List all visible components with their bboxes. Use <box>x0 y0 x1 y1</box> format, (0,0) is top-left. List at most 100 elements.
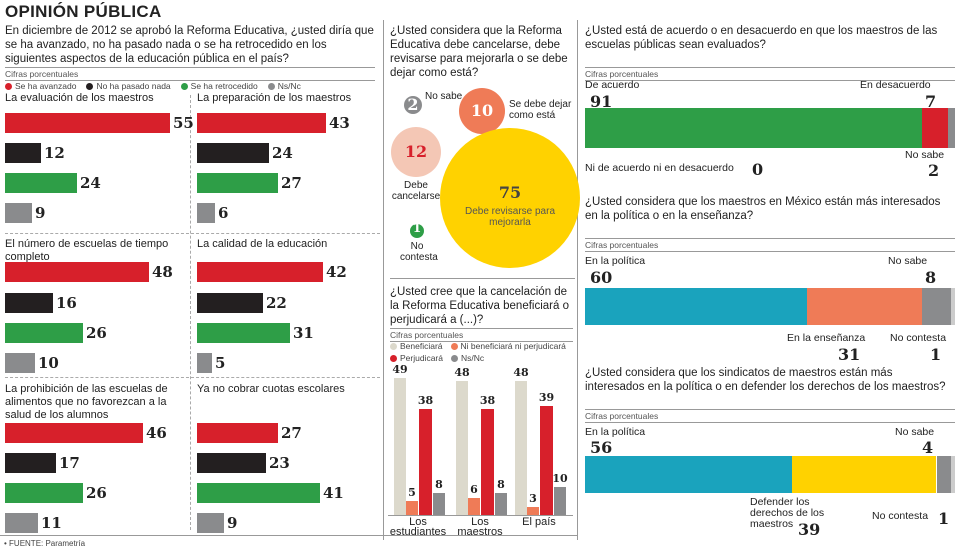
source-footer: • FUENTE: Parametría <box>4 539 86 548</box>
q5-unit: Cifras porcentuales <box>585 238 955 252</box>
data-label: 38 <box>417 393 434 407</box>
segment-label: No sabe <box>905 149 945 161</box>
stacked-segment <box>921 288 952 325</box>
legend-swatch <box>86 83 94 90</box>
stacked-segment <box>792 456 937 493</box>
bar <box>5 453 56 473</box>
data-label: 48 <box>513 365 529 379</box>
q5-title: ¿Usted considera que los maestros en Méx… <box>585 196 941 222</box>
data-label: 27 <box>281 174 302 192</box>
stacked-segment <box>951 456 955 493</box>
data-label: 10 <box>38 354 59 372</box>
bar <box>5 353 35 373</box>
bubble-label: Debe cancelarse <box>391 180 441 202</box>
legend-swatch <box>390 355 397 362</box>
data-label: 22 <box>266 294 287 312</box>
stacked-segment <box>951 288 955 325</box>
data-label: 41 <box>323 484 344 502</box>
data-label: 9 <box>35 204 46 222</box>
bar <box>5 262 149 282</box>
bar <box>5 203 32 223</box>
legend-label: Beneficiará <box>400 341 443 351</box>
bar <box>5 483 83 503</box>
data-label: 49 <box>392 362 408 376</box>
bar <box>197 203 215 223</box>
data-label: 6 <box>218 204 229 222</box>
divider <box>5 233 380 234</box>
segment-value: 1 <box>938 509 950 528</box>
stacked-segment <box>936 456 952 493</box>
data-label: 48 <box>454 365 470 379</box>
segment-label: De acuerdo <box>585 79 640 91</box>
column <box>468 498 480 515</box>
segment-label: No sabe <box>888 255 928 267</box>
legend-label: No ha pasado nada <box>96 81 171 91</box>
data-label: 27 <box>281 424 302 442</box>
bar <box>197 423 278 443</box>
q3-title: ¿Usted cree que la cancelación de la Ref… <box>390 286 569 326</box>
segment-label: Ni de acuerdo ni en desacuerdo <box>585 162 734 174</box>
column <box>456 380 468 515</box>
panel-title: La evaluación de los maestros <box>5 92 154 104</box>
column <box>394 377 406 515</box>
bubble <box>440 128 580 268</box>
category-label: Los estudiantes <box>389 516 447 538</box>
segment-value: 39 <box>798 520 821 539</box>
q2-title: ¿Usted considera que la Reforma Educativ… <box>390 25 568 79</box>
legend-item: No ha pasado nada <box>86 81 171 91</box>
data-label: 16 <box>56 294 77 312</box>
legend-label: Ns/Nc <box>461 353 485 363</box>
bar <box>5 113 170 133</box>
segment-label: No contesta <box>890 332 947 344</box>
bubble-label: No sabe <box>425 91 463 102</box>
data-label: 8 <box>435 477 443 491</box>
legend-item: Beneficiará <box>390 341 443 351</box>
data-label: 39 <box>538 390 555 404</box>
bubble-value: 1 <box>412 221 422 235</box>
column <box>515 380 527 515</box>
bar <box>5 423 143 443</box>
segment-label: En la política <box>585 426 646 438</box>
legend-label: Ns/Nc <box>277 81 301 91</box>
legend-item: Perjudicará <box>390 353 443 363</box>
stacked-segment <box>585 108 922 148</box>
divider <box>577 20 578 540</box>
data-label: 5 <box>215 354 226 372</box>
bubble <box>391 127 441 177</box>
panel-title: El número de escuelas de tiempo completo <box>5 238 169 263</box>
segment-label: En la enseñanza <box>787 332 866 344</box>
stacked-segment <box>921 108 948 148</box>
column <box>540 405 553 515</box>
legend-swatch <box>451 355 458 362</box>
segment-label: No sabe <box>895 426 935 438</box>
column <box>495 492 507 515</box>
category-label: El país <box>522 516 556 528</box>
legend-swatch <box>180 83 188 90</box>
stacked-segment <box>807 288 922 325</box>
bubble-value: 2 <box>407 95 419 114</box>
legend-swatch <box>5 83 12 90</box>
baseline <box>388 515 573 516</box>
column <box>419 408 432 515</box>
data-label: 6 <box>470 483 478 497</box>
bar <box>197 262 323 282</box>
bubble-label: Se debe dejar como está <box>509 99 572 121</box>
q1-title: En diciembre de 2012 se aprobó la Reform… <box>5 25 374 65</box>
data-label: 31 <box>293 324 314 342</box>
bar <box>197 293 263 313</box>
segment-label: Defender los derechos de los maestros <box>750 496 825 530</box>
bubble-value: 12 <box>404 142 428 161</box>
data-label: 46 <box>146 424 167 442</box>
panel-title: La prohibición de las escuelas de alimen… <box>5 383 168 421</box>
panel-title: La calidad de la educación <box>197 238 328 250</box>
divider <box>0 535 577 536</box>
data-label: 24 <box>272 144 293 162</box>
q3-unit: Cifras porcentuales <box>390 328 573 342</box>
segment-value: 60 <box>590 268 613 287</box>
segment-value: 7 <box>925 92 937 111</box>
bubble-value: 10 <box>470 101 494 120</box>
segment-value: 31 <box>838 345 861 364</box>
legend-label: Se ha retrocedido <box>190 81 258 91</box>
data-label: 10 <box>552 472 568 485</box>
legend-item: Se ha avanzado <box>5 81 76 91</box>
